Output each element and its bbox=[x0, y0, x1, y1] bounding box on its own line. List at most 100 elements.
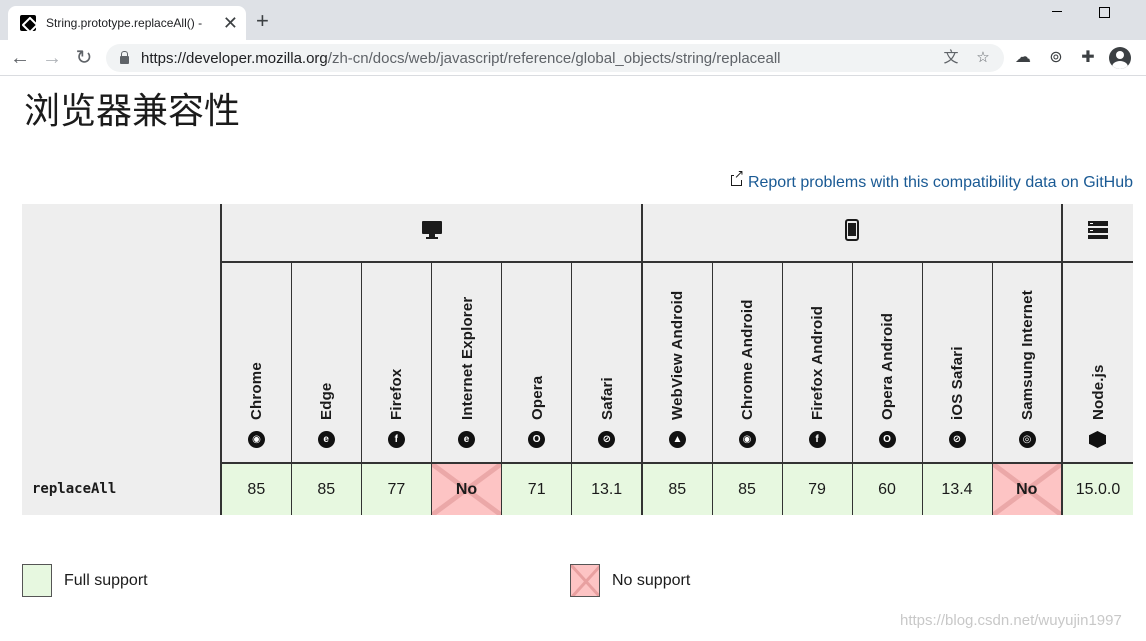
safari-icon: ⊘ bbox=[598, 431, 616, 448]
safari-icon: ⊘ bbox=[948, 431, 966, 448]
firefox-icon: f bbox=[808, 431, 826, 448]
support-cell[interactable]: 79 bbox=[781, 463, 852, 515]
support-value: 15.0.0 bbox=[1075, 480, 1121, 498]
reload-icon[interactable]: ↻ bbox=[75, 47, 93, 69]
chrome-icon: ◉ bbox=[248, 431, 265, 448]
browser-name: iOS Safari bbox=[949, 346, 966, 420]
platform-desktop bbox=[220, 204, 642, 263]
table-corner bbox=[22, 204, 221, 463]
browser-header-webview-android: WebView Android ▲ bbox=[641, 262, 712, 464]
firefox-icon: f bbox=[387, 431, 405, 448]
extension-cloud-icon[interactable]: ☁ bbox=[1015, 49, 1031, 66]
legend-label-full: Full support bbox=[64, 571, 148, 589]
browser-name: Opera bbox=[528, 375, 546, 420]
browser-header-firefox-android: Firefox Android f bbox=[781, 262, 852, 464]
support-cell[interactable]: No bbox=[991, 463, 1062, 515]
browser-toolbar: ← → ↻ https://developer.mozilla.org/zh-c… bbox=[0, 40, 1146, 76]
platform-server bbox=[1061, 204, 1133, 263]
browser-header-edge: Edge e bbox=[290, 262, 362, 464]
support-cell[interactable]: 15.0.0 bbox=[1061, 463, 1133, 515]
support-value: 85 bbox=[668, 480, 687, 498]
tab-strip: String.prototype.replaceAll() - ✕ + bbox=[0, 0, 1146, 40]
support-value: 77 bbox=[387, 480, 406, 498]
support-cell[interactable]: 85 bbox=[290, 463, 362, 515]
feature-name: replaceAll bbox=[22, 463, 222, 515]
new-tab-button[interactable]: + bbox=[256, 8, 269, 33]
extension-link-icon[interactable]: ⊚ bbox=[1049, 49, 1063, 66]
bookmark-star-icon[interactable]: ☆ bbox=[976, 49, 990, 66]
browser-name: Firefox Android bbox=[809, 305, 826, 420]
maximize-window-button[interactable] bbox=[1099, 7, 1110, 18]
browser-name: Samsung Internet bbox=[1018, 290, 1036, 420]
no-support-cross-icon bbox=[432, 464, 502, 515]
tab-title: String.prototype.replaceAll() - bbox=[46, 16, 203, 30]
lock-icon bbox=[120, 50, 129, 64]
legend-no-support: No support bbox=[570, 564, 690, 597]
support-value: 13.1 bbox=[591, 480, 623, 498]
support-cell[interactable]: 85 bbox=[219, 463, 292, 515]
support-cell[interactable]: No bbox=[430, 463, 502, 515]
support-value: 60 bbox=[878, 480, 896, 498]
platform-mobile bbox=[641, 204, 1062, 263]
browser-header-opera: Opera O bbox=[501, 262, 572, 464]
close-tab-icon[interactable]: ✕ bbox=[222, 13, 238, 33]
browser-name: Internet Explorer bbox=[458, 296, 476, 420]
legend-full-support: Full support bbox=[22, 564, 148, 597]
browser-name: Chrome Android bbox=[739, 299, 756, 420]
minimize-window-button[interactable] bbox=[1050, 4, 1064, 18]
browser-header-firefox: Firefox f bbox=[360, 262, 432, 464]
support-value: 13.4 bbox=[941, 480, 973, 498]
opera-icon: O bbox=[528, 431, 546, 448]
watermark: https://blog.csdn.net/wuyujin1997 bbox=[900, 612, 1122, 629]
full-support-swatch bbox=[22, 564, 52, 597]
support-cell[interactable]: 13.1 bbox=[571, 463, 642, 515]
no-support-swatch bbox=[570, 564, 600, 597]
samsung-icon: ◎ bbox=[1018, 431, 1036, 448]
support-value: No bbox=[1016, 480, 1038, 498]
browser-header-chrome: Chrome ◉ bbox=[219, 262, 292, 464]
browser-name: Node.js bbox=[1090, 364, 1107, 420]
desktop-icon bbox=[421, 221, 442, 239]
support-value: 71 bbox=[527, 480, 546, 498]
translate-icon[interactable]: 文 bbox=[943, 49, 959, 66]
browser-name: Opera Android bbox=[879, 312, 896, 420]
compat-table: Chrome ◉ Edge e Firefox f Internet Explorer e Op… bbox=[22, 204, 1133, 515]
support-cell[interactable]: 71 bbox=[501, 463, 572, 515]
support-value: 85 bbox=[247, 480, 266, 498]
support-cell[interactable]: 13.4 bbox=[921, 463, 992, 515]
report-problems-link[interactable]: Report problems with this compatibility … bbox=[730, 168, 1133, 192]
browser-header-internet-explorer: Internet Explorer e bbox=[430, 262, 502, 464]
forward-arrow-icon[interactable]: → bbox=[42, 47, 62, 69]
support-cell[interactable]: 60 bbox=[851, 463, 922, 515]
profile-avatar[interactable] bbox=[1109, 47, 1131, 69]
url-text[interactable]: https://developer.mozilla.org/zh-cn/docs… bbox=[141, 49, 781, 67]
support-cell[interactable]: 77 bbox=[360, 463, 432, 515]
support-value: 85 bbox=[317, 480, 336, 498]
browser-name: Firefox bbox=[388, 368, 406, 420]
chrome-icon: ◉ bbox=[738, 431, 756, 448]
browser-header-opera-android: Opera Android O bbox=[851, 262, 922, 464]
mobile-icon bbox=[845, 219, 859, 241]
address-bar[interactable]: https://developer.mozilla.org/zh-cn/docs… bbox=[106, 44, 1004, 72]
browser-header-safari: Safari ⊘ bbox=[571, 262, 642, 464]
browser-header-samsung-internet: Samsung Internet ◎ bbox=[991, 262, 1062, 464]
edge-icon: e bbox=[317, 431, 335, 448]
browser-header-node-js: Node.js bbox=[1061, 262, 1133, 464]
page-heading: 浏览器兼容性 bbox=[24, 91, 241, 132]
browser-name: Edge bbox=[318, 382, 336, 420]
browser-name: Safari bbox=[598, 377, 616, 420]
extensions-puzzle-icon[interactable]: ✚ bbox=[1081, 49, 1095, 66]
browser-tab[interactable]: String.prototype.replaceAll() - ✕ bbox=[8, 6, 246, 40]
support-cell[interactable]: 85 bbox=[641, 463, 712, 515]
legend-label-none: No support bbox=[612, 571, 691, 589]
support-value: No bbox=[455, 480, 478, 498]
external-link-icon bbox=[730, 168, 744, 186]
browser-header-chrome-android: Chrome Android ◉ bbox=[711, 262, 782, 464]
android-icon: ▲ bbox=[669, 431, 686, 448]
server-icon bbox=[1088, 221, 1108, 239]
no-support-cross-icon bbox=[993, 464, 1061, 515]
support-value: 79 bbox=[808, 480, 826, 498]
support-cell[interactable]: 85 bbox=[711, 463, 782, 515]
back-arrow-icon[interactable]: ← bbox=[10, 47, 30, 69]
browser-header-ios-safari: iOS Safari ⊘ bbox=[921, 262, 992, 464]
